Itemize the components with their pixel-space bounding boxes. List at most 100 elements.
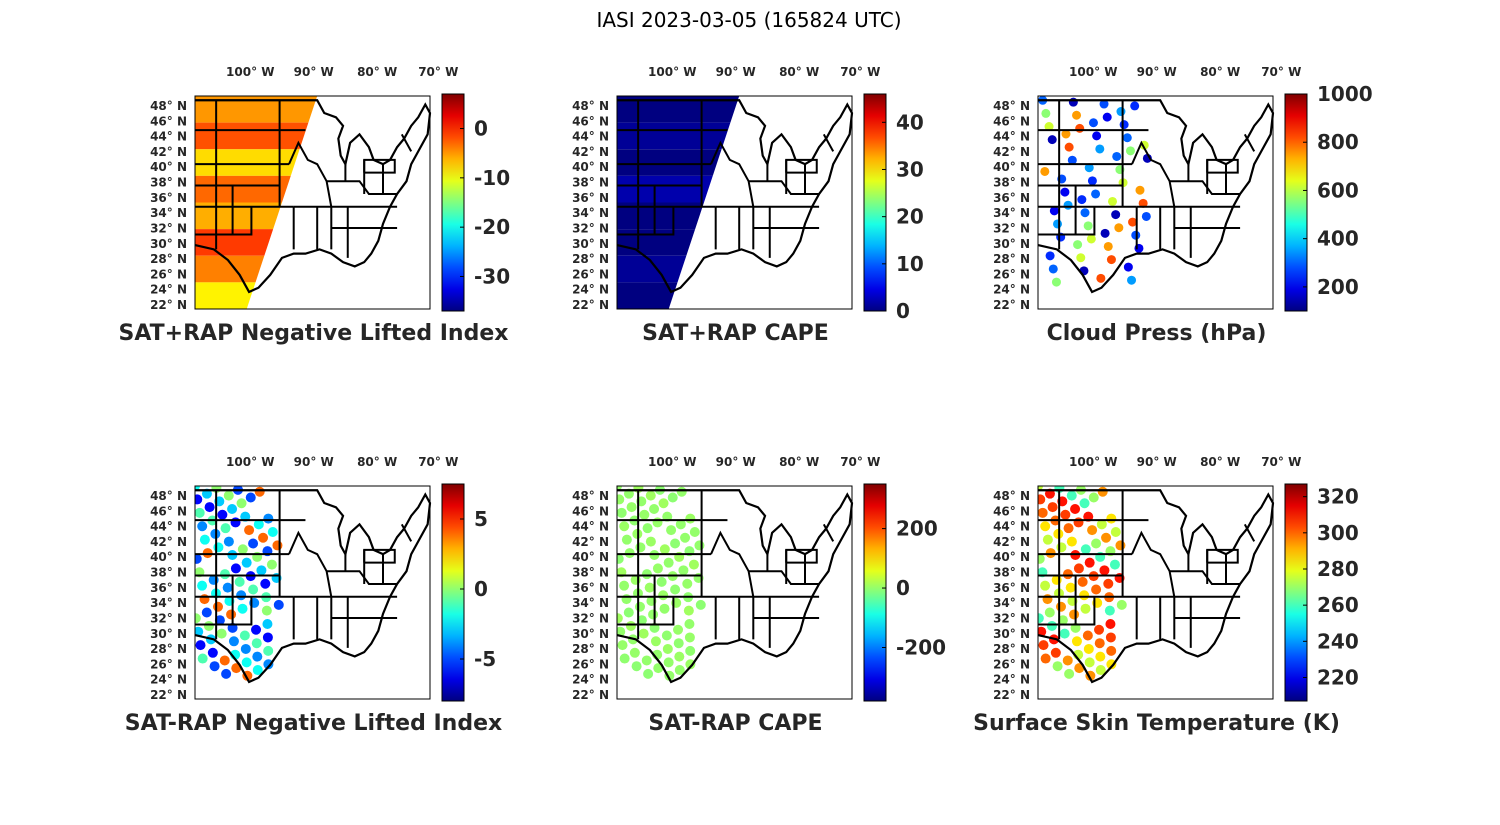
- swath-point: [1091, 538, 1102, 549]
- lat-tick-label: 36° N: [993, 581, 1030, 595]
- lon-tick-label: 70° W: [840, 65, 880, 79]
- swath-band: [195, 149, 300, 176]
- swath-point: [1046, 620, 1057, 631]
- swath-point: [212, 601, 223, 612]
- lat-tick-label: 32° N: [572, 221, 609, 235]
- map-frame: [616, 95, 853, 310]
- lat-tick-label: 22° N: [993, 298, 1030, 312]
- lat-tick-label: 44° N: [150, 520, 187, 534]
- swath-point: [214, 615, 225, 626]
- colorbar-tick-label: 280: [1317, 557, 1359, 581]
- swath-point: [670, 538, 681, 549]
- colorbar-tick-label: 0: [474, 577, 488, 601]
- swath-point: [1059, 628, 1070, 639]
- lat-tick-label: 44° N: [572, 130, 609, 144]
- colorbar-tick-label: 600: [1317, 178, 1359, 202]
- swath-point: [639, 509, 650, 520]
- swath-point: [644, 582, 655, 593]
- cloud-point: [1067, 155, 1077, 165]
- swath-point: [1073, 563, 1084, 574]
- state-border: [233, 185, 252, 234]
- swath-point: [263, 513, 274, 524]
- cloud-point: [1044, 122, 1054, 132]
- lat-tick-label: 24° N: [572, 673, 609, 687]
- swath-band: [617, 282, 678, 309]
- swath-point: [617, 613, 623, 624]
- map-outline: [195, 490, 430, 682]
- swath-point: [237, 603, 248, 614]
- lat-tick-label: 34° N: [572, 206, 609, 220]
- lat-tick-label: 46° N: [993, 504, 1030, 518]
- coastline: [195, 100, 430, 292]
- lat-tick-label: 46° N: [150, 504, 187, 518]
- lat-tick-label: 42° N: [572, 535, 609, 549]
- swath-band: [195, 255, 265, 283]
- swath-point: [197, 653, 208, 664]
- swath-point: [202, 548, 213, 559]
- cloud-point: [1041, 108, 1051, 118]
- state-border: [364, 160, 395, 173]
- data-swath: [1038, 486, 1127, 681]
- figure-title: IASI 2023-03-05 (165824 UTC): [596, 8, 901, 32]
- swath-point: [1094, 624, 1105, 635]
- lon-tick-label: 80° W: [1200, 65, 1240, 79]
- swath-point: [222, 582, 233, 593]
- swath-point: [1079, 498, 1090, 509]
- state-border: [289, 533, 331, 597]
- swath-point: [629, 647, 640, 658]
- lat-tick-label: 44° N: [993, 130, 1030, 144]
- swath-point: [1047, 502, 1058, 513]
- cloud-point: [1072, 110, 1082, 120]
- swath-point: [260, 578, 271, 589]
- lat-tick-label: 42° N: [150, 535, 187, 549]
- swath-point: [230, 517, 241, 528]
- swath-point: [219, 655, 230, 666]
- colorbar: [441, 483, 465, 702]
- state-border: [1170, 181, 1241, 194]
- swath-point: [684, 619, 695, 630]
- lat-tick-label: 46° N: [150, 114, 187, 128]
- swath-point: [649, 504, 660, 515]
- swath-point: [262, 632, 273, 643]
- colorbar-tick-label: -200: [896, 635, 946, 659]
- swath-point: [1115, 540, 1126, 551]
- cloud-point: [1100, 228, 1110, 238]
- lat-tick-label: 26° N: [993, 267, 1030, 281]
- state-border: [1132, 533, 1174, 597]
- swath-point: [1079, 590, 1090, 601]
- cloud-point: [1092, 131, 1102, 141]
- swath-point: [663, 657, 674, 668]
- swath-point: [1084, 557, 1095, 568]
- cloud-point: [1125, 146, 1135, 156]
- swath-point: [635, 542, 646, 553]
- swath-point: [676, 486, 687, 497]
- lon-tick-label: 70° W: [1261, 455, 1301, 469]
- swath-point: [195, 507, 205, 518]
- state-border: [402, 134, 411, 151]
- swath-band: [195, 175, 291, 203]
- swath-band: [195, 229, 274, 256]
- swath-point: [195, 640, 206, 651]
- swath-point: [258, 532, 269, 543]
- map-frame: [194, 95, 431, 310]
- swath-point: [1038, 613, 1044, 624]
- swath-point: [643, 668, 654, 679]
- colorbar-tick-label: -30: [474, 264, 510, 288]
- cloud-point: [1127, 275, 1137, 285]
- cloud-point: [1063, 200, 1073, 210]
- colorbar-tick-label: 30: [896, 157, 924, 181]
- lat-tick-label: 42° N: [993, 145, 1030, 159]
- colorbar-tick-label: 5: [474, 507, 488, 531]
- swath-point: [252, 651, 263, 662]
- lat-tick-label: 28° N: [993, 642, 1030, 656]
- lat-tick-label: 48° N: [150, 489, 187, 503]
- swath-point: [662, 643, 673, 654]
- cloud-point: [1099, 99, 1109, 109]
- swath-point: [682, 578, 693, 589]
- cloud-point: [1076, 253, 1086, 263]
- swath-point: [245, 492, 256, 503]
- lat-tick-label: 36° N: [572, 191, 609, 205]
- cloud-point: [1096, 273, 1106, 283]
- lat-tick-label: 28° N: [150, 642, 187, 656]
- lat-tick-label: 28° N: [572, 252, 609, 266]
